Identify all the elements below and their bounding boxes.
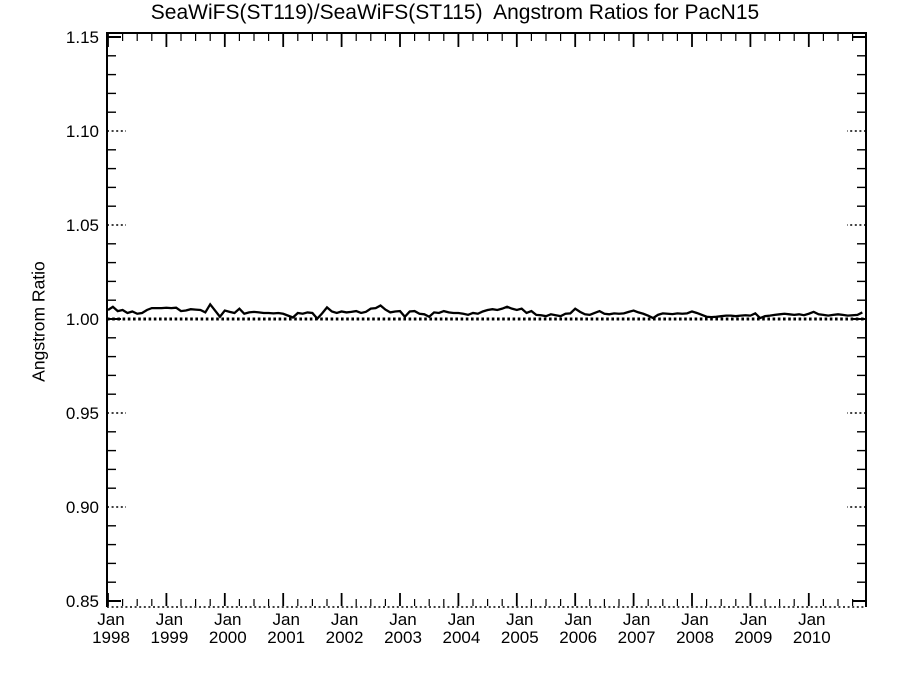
x-tick-label-month: Jan bbox=[214, 610, 241, 629]
chart-title: SeaWiFS(ST119)/SeaWiFS(ST115) Angstrom R… bbox=[150, 1, 760, 24]
x-tick-label-year: 2010 bbox=[793, 628, 831, 647]
x-tick-label-month: Jan bbox=[448, 610, 475, 629]
data-line-angstrom-ratio bbox=[107, 302, 863, 321]
x-tick-label-year: 2003 bbox=[384, 628, 422, 647]
y-tick-label: 0.95 bbox=[66, 404, 99, 423]
x-tick-label-month: Jan bbox=[156, 610, 183, 629]
y-major-grid-stubs bbox=[107, 130, 866, 508]
y-ticks bbox=[108, 36, 865, 602]
y-tick-label: 1.00 bbox=[66, 310, 99, 329]
x-tick-label-month: Jan bbox=[564, 610, 591, 629]
x-tick-label-year: 2009 bbox=[734, 628, 772, 647]
x-tick-label-month: Jan bbox=[97, 610, 124, 629]
x-tick-label-year: 2001 bbox=[267, 628, 305, 647]
y-tick-label: 0.85 bbox=[66, 592, 99, 611]
x-tick-labels: Jan1998Jan1999Jan2000Jan2001Jan2002Jan20… bbox=[92, 610, 831, 647]
x-tick-label-year: 2007 bbox=[618, 628, 656, 647]
y-tick-label: 1.10 bbox=[66, 122, 99, 141]
x-tick-label-month: Jan bbox=[740, 610, 767, 629]
x-tick-label-month: Jan bbox=[681, 610, 708, 629]
x-tick-label-year: 2008 bbox=[676, 628, 714, 647]
x-tick-label-year: 2004 bbox=[442, 628, 480, 647]
plot-frame bbox=[106, 32, 867, 607]
x-tick-label-year: 2000 bbox=[209, 628, 247, 647]
x-tick-label-year: 2006 bbox=[559, 628, 597, 647]
x-tick-label-month: Jan bbox=[506, 610, 533, 629]
x-tick-label-month: Jan bbox=[798, 610, 825, 629]
y-axis-title: Angstrom Ratio bbox=[28, 261, 49, 382]
x-tick-label-year: 2002 bbox=[326, 628, 364, 647]
x-tick-label-month: Jan bbox=[272, 610, 299, 629]
y-tick-label: 0.90 bbox=[66, 498, 99, 517]
y-tick-label: 1.05 bbox=[66, 216, 99, 235]
x-tick-label-month: Jan bbox=[389, 610, 416, 629]
x-tick-label-year: 2005 bbox=[501, 628, 539, 647]
x-tick-label-month: Jan bbox=[623, 610, 650, 629]
y-tick-label: 1.15 bbox=[66, 28, 99, 47]
y-tick-labels: 0.85 0.90 0.95 1.00 1.05 1.10 1.15 bbox=[66, 28, 99, 611]
x-tick-label-year: 1999 bbox=[150, 628, 188, 647]
x-tick-label-month: Jan bbox=[331, 610, 358, 629]
x-tick-label-year: 1998 bbox=[92, 628, 130, 647]
x-ticks bbox=[107, 34, 854, 606]
